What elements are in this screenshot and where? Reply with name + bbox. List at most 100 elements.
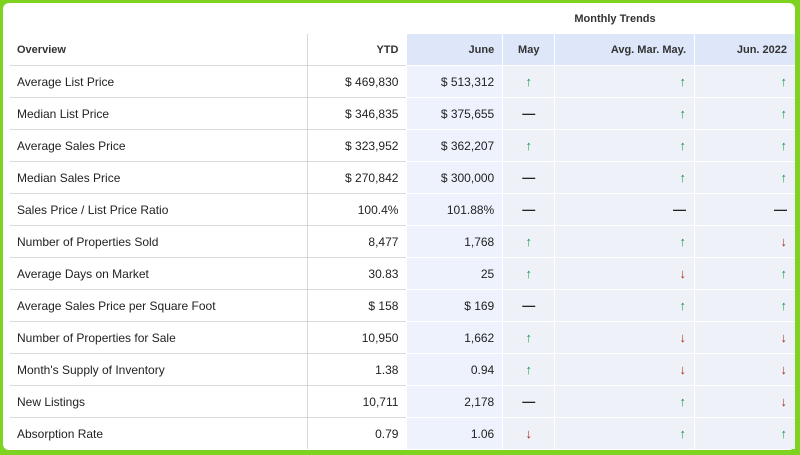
arrow-up-icon: ↑ (525, 233, 533, 249)
table-row: New Listings 10,711 2,178 — ↑ ↓ (10, 385, 795, 418)
june-value: 1.06 (406, 417, 504, 449)
may-trend-cell: ↑ (502, 321, 556, 354)
arrow-up-icon: ↑ (679, 425, 687, 441)
avg-trend-cell: ↑ (554, 225, 696, 258)
market-trends-table: Overview YTD June May Avg. Mar. May. Jun… (10, 34, 795, 449)
arrow-up-icon: ↑ (525, 73, 533, 89)
june-value: 101.88% (406, 193, 504, 226)
avg-trend-cell: ↑ (554, 289, 696, 322)
row-label: Median Sales Price (10, 161, 308, 194)
june-value: $ 375,655 (406, 97, 504, 130)
table-row: Month's Supply of Inventory 1.38 0.94 ↑ ↓ ↓ (10, 353, 795, 386)
ytd-value: 10,950 (307, 321, 408, 354)
arrow-up-icon: ↑ (679, 393, 687, 409)
jun2022-trend-cell: ↓ (694, 321, 795, 354)
june-value: 25 (406, 257, 504, 290)
arrow-up-icon: ↑ (679, 137, 687, 153)
ytd-value: 100.4% (307, 193, 408, 226)
table-row: Number of Properties for Sale 10,950 1,662… (10, 321, 795, 354)
ytd-value: $ 469,830 (307, 65, 408, 98)
avg-trend-cell: ↑ (554, 417, 696, 449)
dash-icon: — (522, 169, 536, 185)
row-label: Number of Properties Sold (10, 225, 308, 258)
avg-trend-cell: ↓ (554, 321, 696, 354)
june-value: $ 300,000 (406, 161, 504, 194)
jun2022-trend-cell: ↓ (694, 385, 795, 418)
arrow-up-icon: ↑ (780, 297, 788, 313)
col-header-ytd: YTD (307, 34, 408, 66)
avg-trend-cell: — (554, 193, 696, 226)
arrow-up-icon: ↑ (780, 265, 788, 281)
june-value: $ 362,207 (406, 129, 504, 162)
may-trend-cell: ↑ (502, 353, 556, 386)
row-label: Month's Supply of Inventory (10, 353, 308, 386)
table-header-row: Overview YTD June May Avg. Mar. May. Jun… (10, 34, 795, 66)
col-header-avg-mar-may: Avg. Mar. May. (554, 34, 696, 66)
table-row: Sales Price / List Price Ratio 100.4% 101.… (10, 193, 795, 226)
arrow-up-icon: ↑ (525, 329, 533, 345)
row-label: Absorption Rate (10, 417, 308, 449)
ytd-value: $ 158 (307, 289, 408, 322)
jun2022-trend-cell: ↑ (694, 257, 795, 290)
table-row: Number of Properties Sold 8,477 1,768 ↑ ↑ ↓ (10, 225, 795, 258)
ytd-value: $ 270,842 (307, 161, 408, 194)
arrow-down-icon: ↓ (780, 233, 788, 249)
may-trend-cell: — (502, 385, 556, 418)
trends-panel: Monthly Trends Overview YTD June May Avg… (3, 3, 795, 450)
row-label: Average Sales Price (10, 129, 308, 162)
table-body: Average List Price $ 469,830 $ 513,312 ↑ ↑ ↑ M… (10, 65, 795, 449)
monthly-trends-heading: Monthly Trends (574, 13, 656, 25)
col-header-jun-2022: Jun. 2022 (694, 34, 795, 66)
table-row: Average Sales Price per Square Foot $ 158… (10, 289, 795, 322)
may-trend-cell: — (502, 193, 556, 226)
arrow-down-icon: ↓ (780, 393, 788, 409)
row-label: Sales Price / List Price Ratio (10, 193, 308, 226)
jun2022-trend-cell: ↑ (694, 161, 795, 194)
avg-trend-cell: ↑ (554, 97, 696, 130)
ytd-value: 0.79 (307, 417, 408, 449)
table-row: Average Days on Market 30.83 25 ↑ ↓ ↑ (10, 257, 795, 290)
june-value: $ 513,312 (406, 65, 504, 98)
arrow-down-icon: ↓ (679, 265, 687, 281)
arrow-down-icon: ↓ (679, 361, 687, 377)
row-label: Number of Properties for Sale (10, 321, 308, 354)
may-trend-cell: — (502, 289, 556, 322)
row-label: Average Sales Price per Square Foot (10, 289, 308, 322)
avg-trend-cell: ↓ (554, 257, 696, 290)
may-trend-cell: ↑ (502, 257, 556, 290)
arrow-up-icon: ↑ (780, 73, 788, 89)
arrow-up-icon: ↑ (679, 105, 687, 121)
may-trend-cell: ↓ (502, 417, 556, 449)
table-row: Average Sales Price $ 323,952 $ 362,207 ↑ ↑ ↑ (10, 129, 795, 162)
jun2022-trend-cell: ↓ (694, 225, 795, 258)
avg-trend-cell: ↑ (554, 385, 696, 418)
table-row: Median List Price $ 346,835 $ 375,655 — ↑ ↑ (10, 97, 795, 130)
may-trend-cell: — (502, 161, 556, 194)
arrow-up-icon: ↑ (525, 137, 533, 153)
ytd-value: 30.83 (307, 257, 408, 290)
arrow-up-icon: ↑ (525, 361, 533, 377)
ytd-value: $ 346,835 (307, 97, 408, 130)
june-value: $ 169 (406, 289, 504, 322)
col-header-may: May (502, 34, 556, 66)
arrow-up-icon: ↑ (525, 265, 533, 281)
table-row: Average List Price $ 469,830 $ 513,312 ↑ ↑ ↑ (10, 65, 795, 98)
avg-trend-cell: ↓ (554, 353, 696, 386)
arrow-up-icon: ↑ (780, 105, 788, 121)
dash-icon: — (774, 201, 787, 217)
table-row: Median Sales Price $ 270,842 $ 300,000 — ↑ ↑ (10, 161, 795, 194)
june-value: 0.94 (406, 353, 504, 386)
col-header-june: June (406, 34, 504, 66)
may-trend-cell: ↑ (502, 129, 556, 162)
arrow-up-icon: ↑ (679, 297, 687, 313)
jun2022-trend-cell: ↑ (694, 417, 795, 449)
june-value: 2,178 (406, 385, 504, 418)
col-header-overview: Overview (10, 34, 308, 66)
arrow-down-icon: ↓ (679, 329, 687, 345)
row-label: Average List Price (10, 65, 308, 98)
dash-icon: — (522, 105, 536, 121)
dash-icon: — (522, 297, 536, 313)
ytd-value: 1.38 (307, 353, 408, 386)
avg-trend-cell: ↑ (554, 65, 696, 98)
may-trend-cell: ↑ (502, 225, 556, 258)
